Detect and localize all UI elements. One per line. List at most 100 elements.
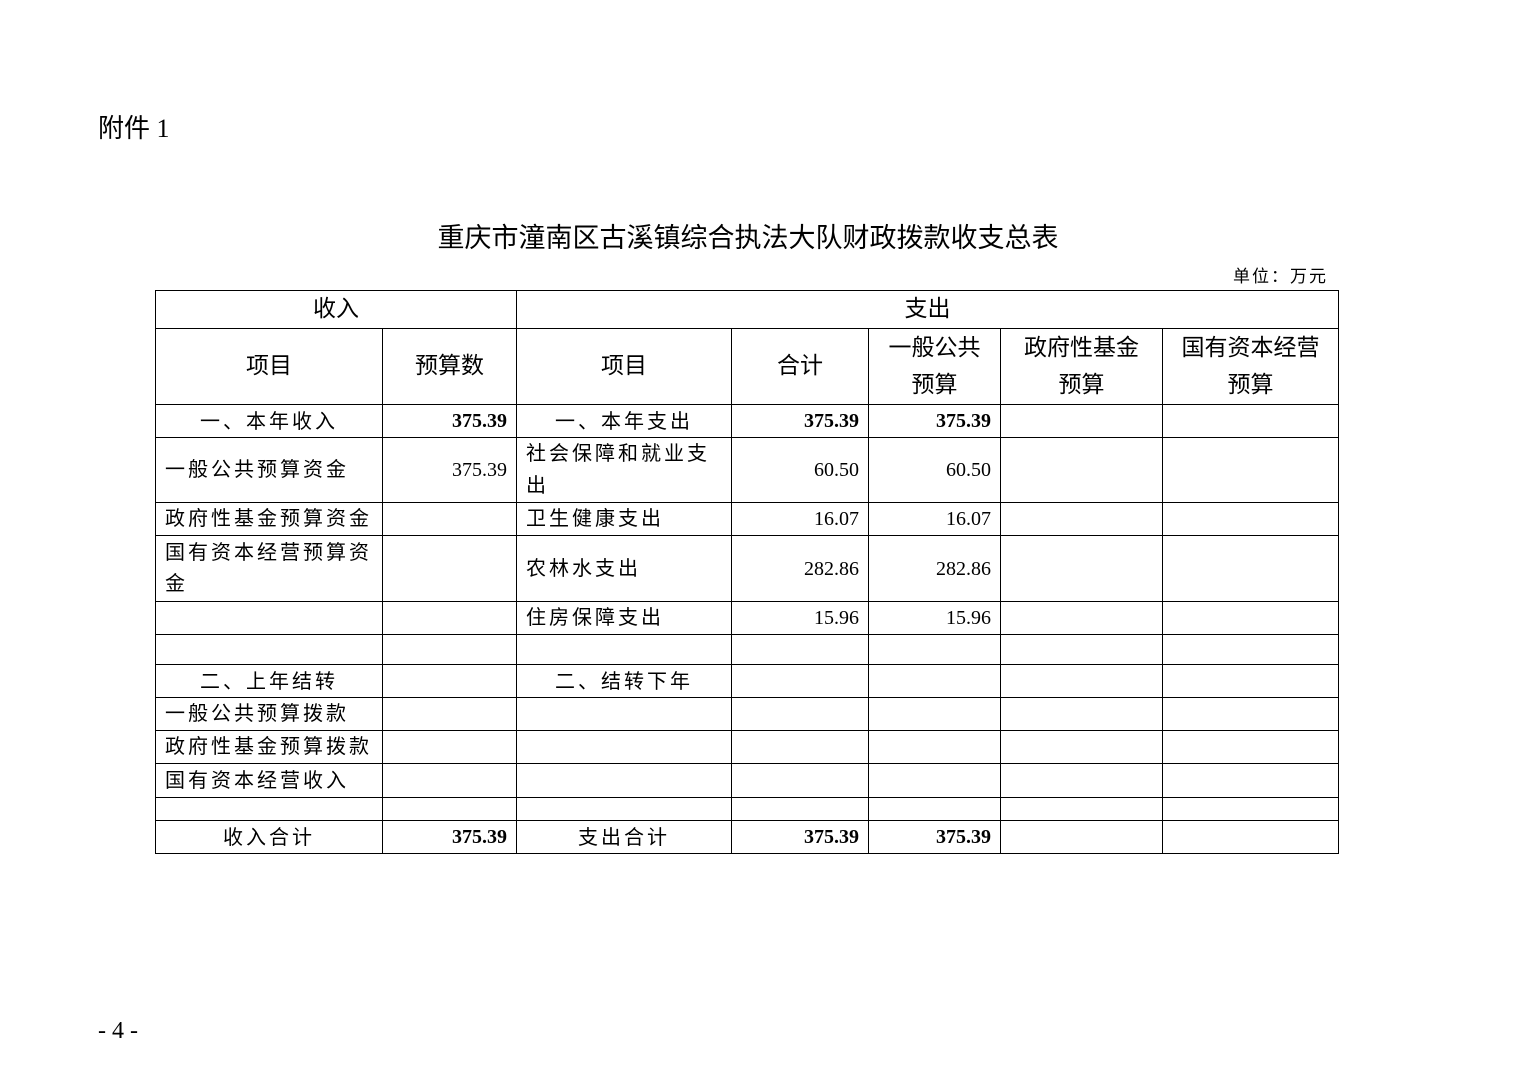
income-budget-cell: 375.39 xyxy=(382,820,517,854)
table-row: 收入合计 375.39 支出合计 375.39 375.39 xyxy=(155,820,1340,854)
expense-item-cell: 一、本年支出 xyxy=(516,404,732,438)
income-item-cell: 国有资本经营收入 xyxy=(155,763,383,798)
state-capital-cell xyxy=(1161,697,1340,731)
total-cell xyxy=(731,730,869,764)
general-public-header: 一般公共 预算 xyxy=(868,328,1001,405)
expense-item-cell: 社会保障和就业支出 xyxy=(516,437,732,503)
general-public-cell: 375.39 xyxy=(868,820,1001,854)
gov-fund-cell xyxy=(1000,535,1163,602)
income-item-cell xyxy=(155,797,383,821)
general-public-cell xyxy=(868,664,1001,698)
state-capital-cell xyxy=(1161,437,1340,503)
table-row: 一般公共预算拨款 xyxy=(155,697,1340,731)
total-cell: 282.86 xyxy=(731,535,869,602)
table-row xyxy=(155,797,1340,821)
unit-label: 单位：万元 xyxy=(1233,267,1328,286)
table-row: 政府性基金预算资金 卫生健康支出 16.07 16.07 xyxy=(155,502,1340,536)
total-header: 合计 xyxy=(731,328,869,405)
header-line: 国有资本经营 xyxy=(1181,334,1320,361)
total-cell xyxy=(731,634,869,665)
gov-fund-cell xyxy=(1000,820,1163,854)
income-item-cell: 一、本年收入 xyxy=(155,404,383,438)
income-item-cell: 政府性基金预算资金 xyxy=(155,502,383,536)
gov-fund-header: 政府性基金 预算 xyxy=(1000,328,1163,405)
state-capital-cell xyxy=(1161,634,1340,665)
state-capital-cell xyxy=(1161,535,1340,602)
state-capital-header: 国有资本经营 预算 xyxy=(1161,328,1340,405)
state-capital-cell xyxy=(1161,502,1340,536)
general-public-cell: 282.86 xyxy=(868,535,1001,602)
gov-fund-cell xyxy=(1000,797,1163,821)
header-line: 预算 xyxy=(1227,371,1274,398)
gov-fund-cell xyxy=(1000,437,1163,503)
expense-item-cell: 卫生健康支出 xyxy=(516,502,732,536)
header-line: 一般公共 xyxy=(888,334,981,361)
general-public-cell xyxy=(868,730,1001,764)
table-row: 政府性基金预算拨款 xyxy=(155,730,1340,764)
general-public-cell: 60.50 xyxy=(868,437,1001,503)
expense-item-header: 项目 xyxy=(516,328,732,405)
total-cell: 60.50 xyxy=(731,437,869,503)
expense-item-cell xyxy=(516,634,732,665)
income-budget-cell xyxy=(382,697,517,731)
income-budget-cell xyxy=(382,763,517,798)
expense-item-cell xyxy=(516,763,732,798)
state-capital-cell xyxy=(1161,404,1340,438)
income-budget-cell xyxy=(382,601,517,635)
expense-item-cell: 二、结转下年 xyxy=(516,664,732,698)
page-title: 重庆市潼南区古溪镇综合执法大队财政拨款收支总表 xyxy=(437,223,1059,254)
table-row: 一般公共预算资金 375.39 社会保障和就业支出 60.50 60.50 xyxy=(155,437,1340,503)
state-capital-cell xyxy=(1161,730,1340,764)
income-budget-header: 预算数 xyxy=(382,328,517,405)
table-row: 住房保障支出 15.96 15.96 xyxy=(155,601,1340,635)
expense-item-cell: 住房保障支出 xyxy=(516,601,732,635)
gov-fund-cell xyxy=(1000,697,1163,731)
page-number: - 4 - xyxy=(98,1018,138,1044)
income-budget-cell xyxy=(382,664,517,698)
gov-fund-cell xyxy=(1000,763,1163,798)
total-cell: 16.07 xyxy=(731,502,869,536)
table-row: 国有资本经营预算资金 农林水支出 282.86 282.86 xyxy=(155,535,1340,602)
income-budget-cell xyxy=(382,730,517,764)
header-line: 政府性基金 xyxy=(1024,334,1139,361)
gov-fund-cell xyxy=(1000,404,1163,438)
budget-table: 收入 支出 项目 预算数 项目 合计 一般公共 预算 政府性基金 预算 国有资本经营… xyxy=(155,290,1340,854)
table-row: 国有资本经营收入 xyxy=(155,763,1340,798)
total-cell: 375.39 xyxy=(731,404,869,438)
table-row xyxy=(155,634,1340,665)
income-item-cell: 收入合计 xyxy=(155,820,383,854)
income-item-cell xyxy=(155,634,383,665)
expense-item-cell xyxy=(516,730,732,764)
total-cell xyxy=(731,664,869,698)
income-item-cell: 国有资本经营预算资金 xyxy=(155,535,383,602)
income-budget-cell: 375.39 xyxy=(382,437,517,503)
total-cell xyxy=(731,697,869,731)
expense-item-cell: 支出合计 xyxy=(516,820,732,854)
gov-fund-cell xyxy=(1000,664,1163,698)
expense-item-cell xyxy=(516,697,732,731)
table-row: 一、本年收入 375.39 一、本年支出 375.39 375.39 xyxy=(155,404,1340,438)
state-capital-cell xyxy=(1161,601,1340,635)
income-item-cell xyxy=(155,601,383,635)
income-item-cell: 政府性基金预算拨款 xyxy=(155,730,383,764)
header-line: 预算 xyxy=(911,371,958,398)
general-public-cell xyxy=(868,763,1001,798)
expense-item-cell: 农林水支出 xyxy=(516,535,732,602)
income-budget-cell: 375.39 xyxy=(382,404,517,438)
income-item-cell: 一般公共预算资金 xyxy=(155,437,383,503)
income-item-header: 项目 xyxy=(155,328,383,405)
general-public-cell: 375.39 xyxy=(868,404,1001,438)
general-public-cell: 16.07 xyxy=(868,502,1001,536)
expense-header: 支出 xyxy=(515,290,1340,329)
general-public-cell xyxy=(868,634,1001,665)
state-capital-cell xyxy=(1161,763,1340,798)
attachment-label: 附件 1 xyxy=(98,114,170,143)
gov-fund-cell xyxy=(1000,601,1163,635)
income-item-cell: 二、上年结转 xyxy=(155,664,383,698)
gov-fund-cell xyxy=(1000,502,1163,536)
gov-fund-cell xyxy=(1000,634,1163,665)
table-row: 二、上年结转 二、结转下年 xyxy=(155,664,1340,698)
header-line: 预算 xyxy=(1058,371,1105,398)
total-cell: 15.96 xyxy=(731,601,869,635)
state-capital-cell xyxy=(1161,797,1340,821)
